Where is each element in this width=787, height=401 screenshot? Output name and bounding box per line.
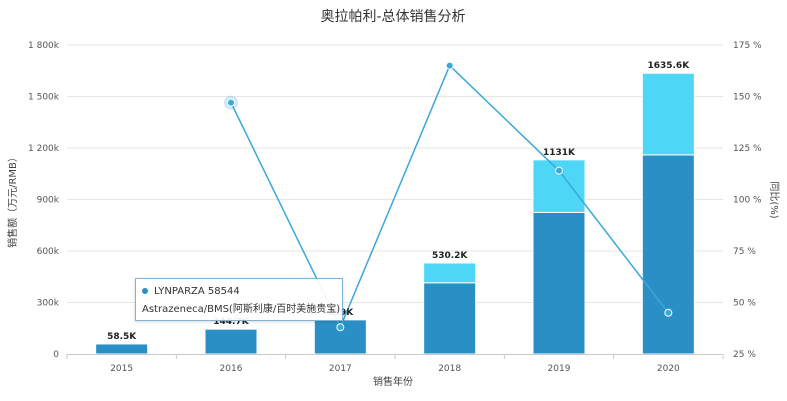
tooltip-series-dot — [142, 288, 148, 294]
bar-total-label: 58.5K — [107, 332, 137, 342]
x-tick-label: 2015 — [110, 364, 133, 374]
y-tick-label: 300k — [37, 299, 60, 309]
bar-total-label: 530.2K — [432, 251, 468, 261]
bars — [95, 72, 695, 355]
tooltip-line2: Astrazeneca/BMS(阿斯利康/百时美施贵宝) — [142, 304, 341, 315]
tooltip: LYNPARZA 58544 Astrazeneca/BMS(阿斯利康/百时美施… — [135, 278, 343, 321]
bar-total-label: 144.7K — [213, 317, 249, 327]
y-tick-label: 0 — [53, 350, 59, 360]
grid-lines — [67, 44, 723, 303]
yoy-point — [555, 166, 563, 175]
y2-tick-label: 125 % — [733, 144, 762, 154]
yoy-point — [336, 323, 345, 332]
bar-total-label: 1131K — [543, 148, 576, 158]
y2-tick-label: 50 % — [733, 299, 756, 309]
y-tick-label: 900k — [37, 196, 60, 206]
x-tick-label: 2016 — [220, 364, 243, 374]
y2-tick-label: 25 % — [733, 350, 756, 360]
yoy-line — [224, 61, 673, 332]
bar-segment — [423, 262, 477, 284]
bar-segment — [641, 72, 695, 156]
y2-tick-label: 75 % — [733, 247, 756, 257]
y-tick-label: 1 500k — [28, 93, 60, 103]
y2-tick-label: 100 % — [733, 196, 762, 206]
bar-total-label: 1635.6K — [647, 61, 690, 71]
bar-segment — [204, 328, 258, 355]
y-tick-label: 1 800k — [28, 41, 60, 51]
yoy-point — [664, 308, 673, 317]
yoy-point — [227, 98, 235, 107]
y2-axis-title: 同比(%) — [768, 181, 780, 218]
axes: 0 25 % 300k 50 % 600k 75 % 900k 100 % 1 200k 125 … — [28, 41, 762, 374]
x-axis-title: 销售年份 — [373, 375, 413, 388]
yoy-point — [445, 61, 454, 70]
x-tick-label: 2019 — [548, 364, 571, 374]
y-tick-label: 1 200k — [28, 144, 60, 154]
y-axis-title: 销售额（万元/RMB） — [6, 152, 19, 248]
tooltip-line1: LYNPARZA 58544 — [154, 285, 240, 297]
bar-segment — [95, 343, 149, 355]
x-tick-label: 2020 — [657, 364, 680, 374]
bar-segment — [423, 282, 477, 355]
y2-tick-label: 150 % — [733, 93, 762, 103]
x-tick-label: 2018 — [438, 364, 461, 374]
y-tick-label: 600k — [37, 247, 60, 257]
chart-title: 奥拉帕利-总体销售分析 — [320, 8, 465, 25]
x-tick-label: 2017 — [329, 364, 352, 374]
y2-tick-label: 175 % — [733, 41, 762, 51]
bar-segment — [641, 154, 695, 355]
bar-segment — [532, 211, 586, 355]
